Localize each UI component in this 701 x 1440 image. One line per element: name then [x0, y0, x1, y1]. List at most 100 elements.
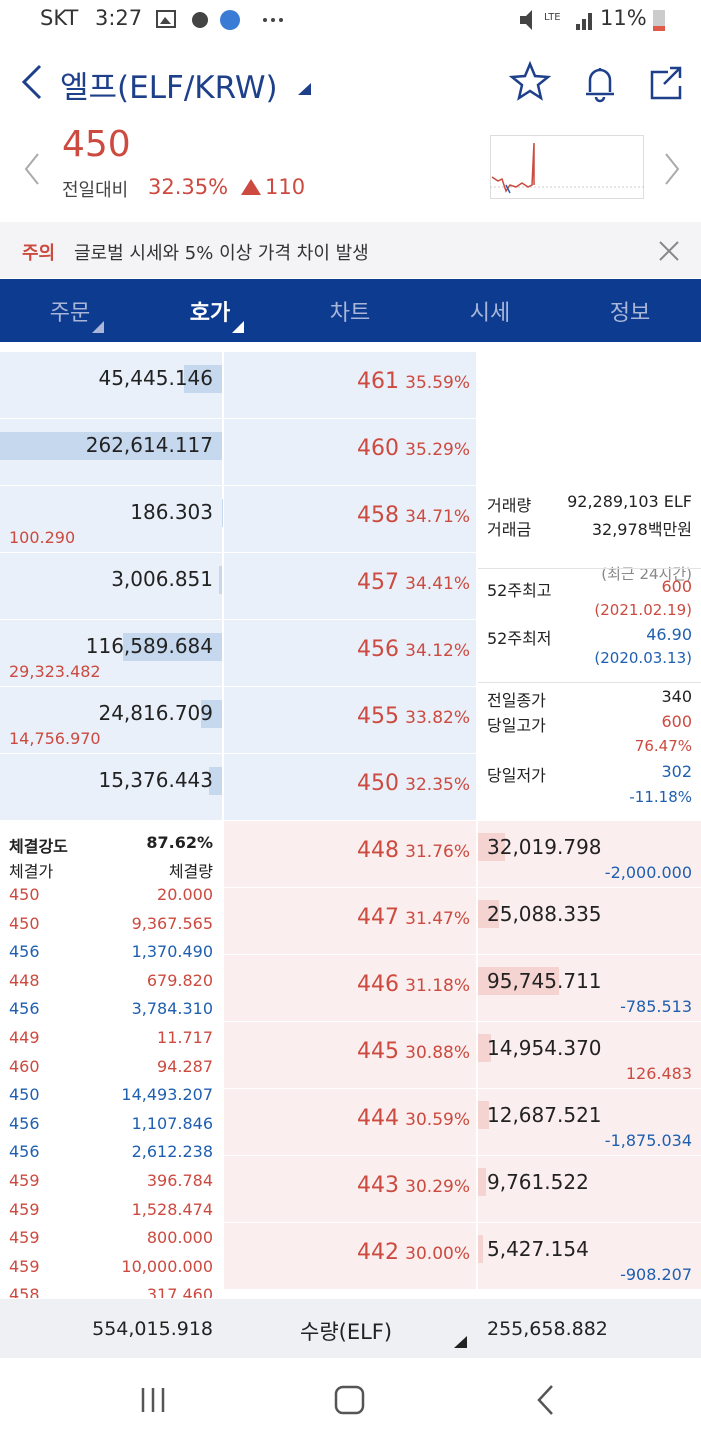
nav-bar: [141, 1385, 553, 1415]
strength-value: 87.62%: [146, 833, 213, 852]
tab-bar: 주문 호가 차트 시세 정보: [0, 279, 701, 342]
order-book: 45,445.146 461 35.59% 262,614.117 460 35.29% 1…: [0, 342, 701, 1298]
ask-price-bg: [224, 687, 476, 753]
ask-quantity: 15,376.443: [98, 768, 213, 792]
ask-price: 456: [357, 637, 399, 662]
ask-price: 457: [357, 570, 399, 595]
info-label: 거래량: [487, 496, 532, 515]
title-dropdown[interactable]: [297, 82, 313, 96]
info-label: 거래금: [487, 520, 532, 539]
header-actions[interactable]: [508, 60, 688, 104]
info-divider: [478, 568, 701, 569]
tab-dropdown: [92, 321, 104, 333]
info-value: 340: [661, 687, 692, 706]
trade-quantity-header: 체결량: [168, 862, 213, 881]
ask-volume-bar: [219, 566, 222, 594]
bid-quantity: 5,427.154: [487, 1237, 589, 1261]
ask-price: 458: [357, 503, 399, 528]
unit-selector[interactable]: 수량(ELF): [300, 1320, 393, 1344]
bid-rate: 30.00%: [405, 1244, 470, 1264]
unit-dropdown[interactable]: [454, 1336, 468, 1349]
ask-volume-bar: [183, 365, 222, 393]
bid-price: 446: [357, 972, 399, 997]
battery-icon: [653, 10, 665, 31]
info-label: 당일저가: [487, 766, 546, 785]
strength-label: 체결강도: [9, 837, 68, 856]
tab[interactable]: 차트: [329, 301, 371, 326]
bid-price: 445: [357, 1039, 399, 1064]
ask-rate: 35.59%: [405, 373, 470, 393]
ask-rate: 34.41%: [405, 574, 470, 594]
signal-icons: LTE: [520, 10, 592, 30]
ask-rate: 34.12%: [405, 641, 470, 661]
tab[interactable]: 시세: [469, 301, 511, 326]
info-note: (2021.02.19): [594, 601, 692, 619]
tab-dropdown: [232, 321, 244, 333]
info-value: 92,289,103 ELF: [567, 492, 692, 511]
bid-volume-bar: [478, 1168, 487, 1196]
trade-price: 449: [9, 1028, 40, 1047]
bid-quantity: 12,687.521: [487, 1103, 602, 1127]
bid-price-bg: [224, 1089, 476, 1155]
bid-quantity: 14,954.370: [487, 1036, 602, 1060]
trade-price: 456: [9, 1142, 40, 1162]
trade-quantity: 9,367.565: [131, 913, 213, 933]
ask-quantity: 186.303: [130, 500, 213, 524]
bid-change: 126.483: [625, 1064, 692, 1083]
ask-price: 450: [357, 771, 399, 796]
bid-price-bg: [224, 955, 476, 1021]
ask-volume-bar: [123, 633, 222, 661]
trade-quantity: 679.820: [146, 970, 213, 990]
trade-quantity: 14,493.207: [121, 1085, 213, 1105]
trade-price: 459: [9, 1256, 40, 1276]
bid-volume-bar: [478, 1034, 491, 1062]
bid-price: 447: [357, 905, 399, 930]
back-button[interactable]: [18, 62, 48, 102]
bid-row-bg: [478, 888, 701, 954]
bid-price-bg: [224, 888, 476, 954]
trade-quantity: 94.287: [157, 1056, 213, 1076]
ask-volume-bar: [209, 767, 222, 795]
info-label: 52주최고: [487, 581, 552, 600]
change-label: 전일대비: [62, 180, 129, 201]
ask-volume-bar: [201, 700, 222, 728]
ask-change: 29,323.482: [9, 662, 101, 681]
ask-quantity: 45,445.146: [98, 366, 213, 390]
info-label: 52주최저: [487, 629, 552, 648]
trade-price: 450: [9, 1085, 40, 1105]
up-triangle: [241, 179, 261, 195]
trade-price: 448: [9, 970, 40, 990]
ask-price: 460: [357, 436, 399, 461]
bid-rate: 31.47%: [405, 909, 470, 929]
ask-quantity: 24,816.709: [98, 701, 213, 725]
ask-rate: 33.82%: [405, 708, 470, 728]
trade-quantity: 11.717: [157, 1028, 213, 1047]
trade-quantity: 317.460: [146, 1285, 213, 1298]
bid-volume-bar: [478, 1101, 489, 1129]
bid-volume-bar: [478, 967, 559, 995]
tab[interactable]: 정보: [609, 301, 651, 326]
bid-quantity: 25,088.335: [487, 902, 602, 926]
bid-price: 448: [357, 838, 399, 863]
bid-change: -1,875.034: [604, 1131, 692, 1150]
change-amount: 110: [265, 175, 306, 199]
totals-bar: [0, 1299, 701, 1358]
bid-price-bg: [224, 1022, 476, 1088]
trade-price: 459: [9, 1171, 40, 1190]
trade-quantity: 800.000: [146, 1228, 213, 1248]
tab[interactable]: 주문: [49, 301, 91, 326]
bid-volume-bar: [478, 833, 506, 861]
svg-text:LTE: LTE: [544, 12, 561, 23]
bid-price-bg: [224, 1156, 476, 1222]
bid-quantity: 95,745.711: [487, 969, 602, 993]
bid-price: 442: [357, 1240, 399, 1265]
tab[interactable]: 호가: [189, 301, 231, 326]
prev-arrow[interactable]: [22, 152, 42, 186]
bid-rate: 30.59%: [405, 1110, 470, 1130]
trade-price-header: 체결가: [9, 862, 54, 881]
next-arrow[interactable]: [662, 152, 682, 186]
ask-quantity: 3,006.851: [111, 567, 213, 591]
bid-change: -785.513: [620, 997, 692, 1016]
notice-close[interactable]: [658, 240, 680, 262]
trade-quantity: 396.784: [146, 1171, 213, 1190]
